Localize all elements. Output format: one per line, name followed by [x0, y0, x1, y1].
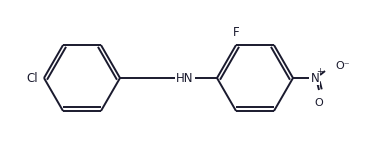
- Text: N: N: [311, 72, 320, 84]
- Text: HN: HN: [176, 72, 194, 84]
- Text: O⁻: O⁻: [335, 61, 350, 71]
- Text: Cl: Cl: [27, 72, 38, 84]
- Text: O: O: [315, 98, 323, 108]
- Text: F: F: [233, 26, 239, 39]
- Text: +: +: [316, 68, 323, 76]
